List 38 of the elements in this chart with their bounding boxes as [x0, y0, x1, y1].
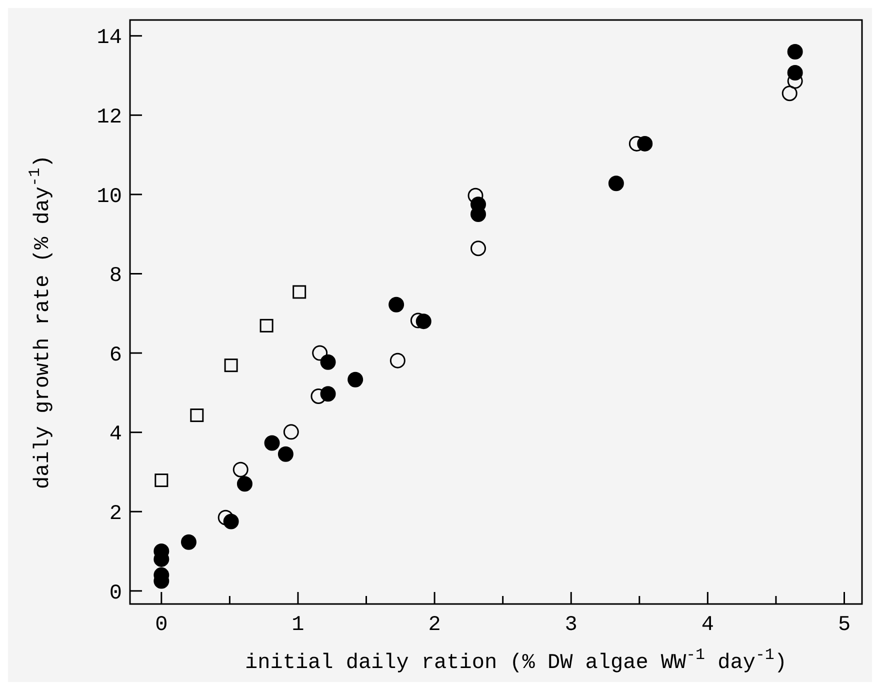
point	[180, 534, 196, 550]
y-tick-label: 8	[109, 265, 122, 288]
y-tick-label: 0	[109, 582, 122, 606]
y-tick-label: 12	[96, 106, 122, 130]
x-tick-label: 1	[292, 614, 304, 637]
point	[470, 240, 486, 256]
y-tick-label: 6	[109, 344, 122, 368]
point	[260, 318, 274, 332]
y-tick-label: 10	[96, 186, 122, 209]
point	[348, 372, 364, 388]
point	[264, 435, 280, 451]
x-tick-label: 4	[701, 614, 714, 637]
point	[154, 474, 168, 488]
y-tick-label: 2	[109, 502, 122, 526]
point	[310, 388, 326, 404]
point	[190, 408, 204, 422]
point	[278, 446, 294, 462]
point	[388, 296, 404, 312]
x-tick-label: 0	[155, 614, 168, 637]
point	[292, 285, 306, 299]
point	[218, 510, 234, 526]
point	[608, 176, 624, 192]
point	[782, 86, 798, 102]
point	[236, 476, 252, 492]
point	[787, 44, 803, 60]
x-tick-label: 3	[564, 614, 578, 637]
point	[390, 352, 406, 368]
y-tick-label: 4	[109, 424, 122, 447]
point	[468, 188, 484, 204]
y-tick-label: 14	[96, 27, 122, 50]
point	[312, 345, 328, 361]
point	[232, 462, 248, 478]
point	[320, 354, 336, 370]
x-tick-label: 5	[838, 614, 851, 637]
x-axis-title: initial daily ration (% DW algae WW$^{-1}$ day$^{-1}$)	[245, 646, 787, 675]
x-tick-label: 2	[428, 614, 441, 637]
point	[224, 358, 238, 372]
point	[283, 424, 299, 440]
